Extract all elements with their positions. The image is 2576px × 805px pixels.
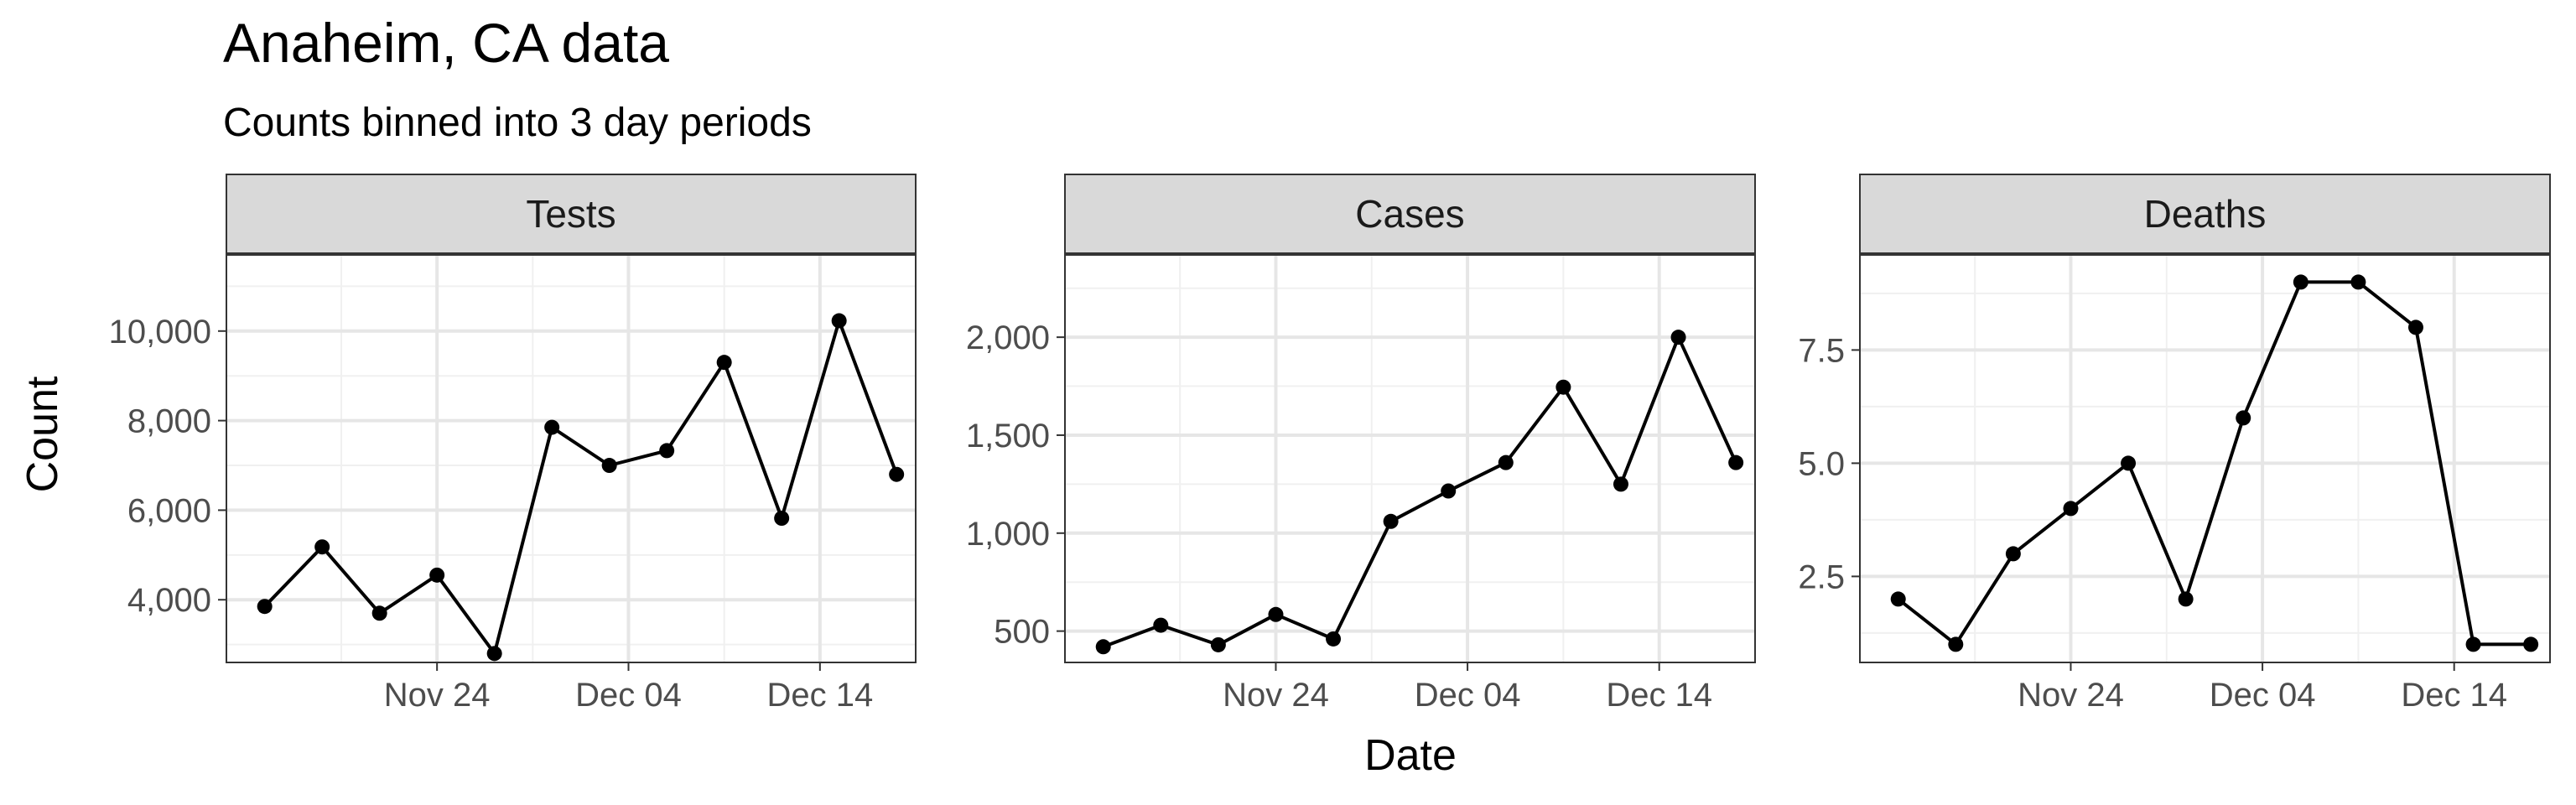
data-point <box>1441 483 1457 499</box>
data-point <box>1268 606 1284 622</box>
data-point <box>314 539 330 555</box>
data-point <box>601 458 617 474</box>
data-point <box>2178 591 2194 607</box>
chart-subtitle: Counts binned into 3 day periods <box>223 101 812 145</box>
x-tick-label: Nov 24 <box>384 677 491 714</box>
y-tick-label: 4,000 <box>127 582 211 619</box>
panel-border <box>226 254 917 663</box>
panel-border <box>1064 254 1756 663</box>
y-tick-label: 10,000 <box>109 314 211 351</box>
data-point <box>257 599 273 615</box>
data-point <box>1153 617 1169 633</box>
data-point <box>486 646 502 662</box>
data-point <box>831 313 847 329</box>
series-line-tests <box>263 319 899 656</box>
series-line-deaths <box>1897 280 2532 647</box>
data-point <box>774 511 790 527</box>
x-tick-label: Dec 04 <box>1415 677 1521 714</box>
data-point <box>1555 379 1571 395</box>
facet-strip <box>226 174 917 254</box>
data-point <box>1210 636 1226 652</box>
data-point <box>1613 476 1628 492</box>
data-point <box>2236 410 2251 426</box>
x-tick-label: Dec 04 <box>575 677 682 714</box>
x-tick-label: Dec 04 <box>2210 677 2316 714</box>
data-point <box>2350 274 2366 290</box>
x-tick-label: Dec 14 <box>1606 677 1712 714</box>
y-tick-label: 7.5 <box>1798 332 1845 369</box>
data-point <box>1326 631 1342 647</box>
data-point <box>1948 636 1964 652</box>
data-point <box>889 466 905 482</box>
y-tick-label: 1,000 <box>966 516 1050 553</box>
data-point <box>659 443 675 459</box>
facet-label: Cases <box>1355 192 1464 236</box>
y-tick-label: 5.0 <box>1798 445 1845 482</box>
y-tick-label: 2,000 <box>966 319 1050 356</box>
data-point <box>1728 454 1744 470</box>
data-point <box>2523 636 2539 652</box>
y-tick-label: 6,000 <box>127 492 211 529</box>
series-line-cases <box>1102 335 1737 649</box>
panel-tests: Tests 4,000 6,000 8,000 10,000 Nov 24 Dec 04 De… <box>109 174 917 714</box>
y-tick-label: 2.5 <box>1798 558 1845 595</box>
y-tick-label: 500 <box>994 614 1050 651</box>
facet-strip <box>1064 174 1756 254</box>
panel-deaths: Deaths 2.5 5.0 7.5 Nov 24 Dec 04 Dec 14 <box>1798 174 2551 714</box>
data-point <box>429 567 445 583</box>
x-tick-label: Nov 24 <box>2018 677 2124 714</box>
panel-cases: Cases 500 1,000 1,500 2,000 Nov 24 Dec 04 Dec 1… <box>966 174 1756 714</box>
data-point <box>2063 501 2079 517</box>
data-point <box>2121 455 2137 471</box>
data-point <box>2005 546 2021 562</box>
y-tick-label: 1,500 <box>966 418 1050 454</box>
x-tick-label: Dec 14 <box>766 677 873 714</box>
data-point <box>1890 591 1906 607</box>
data-point <box>2465 636 2481 652</box>
data-point <box>2407 319 2423 335</box>
data-point <box>371 605 387 621</box>
y-axis-title: Count <box>18 376 67 492</box>
data-point <box>1095 639 1111 655</box>
data-point <box>1383 513 1399 529</box>
data-point <box>1670 330 1686 345</box>
x-tick-label: Nov 24 <box>1223 677 1329 714</box>
data-point <box>1498 454 1514 470</box>
data-point <box>2293 274 2309 290</box>
facet-strip <box>1859 174 2551 254</box>
x-tick-label: Dec 14 <box>2401 677 2507 714</box>
x-axis-title: Date <box>1364 731 1457 780</box>
chart-title: Anaheim, CA data <box>223 12 669 74</box>
y-tick-label: 8,000 <box>127 403 211 440</box>
panel-border <box>1859 254 2551 663</box>
data-point <box>716 355 732 371</box>
facet-label: Tests <box>526 192 615 236</box>
plot-background <box>1065 255 1755 662</box>
data-point <box>544 419 560 435</box>
facet-label: Deaths <box>2144 192 2267 236</box>
plot-background <box>1860 255 2550 662</box>
